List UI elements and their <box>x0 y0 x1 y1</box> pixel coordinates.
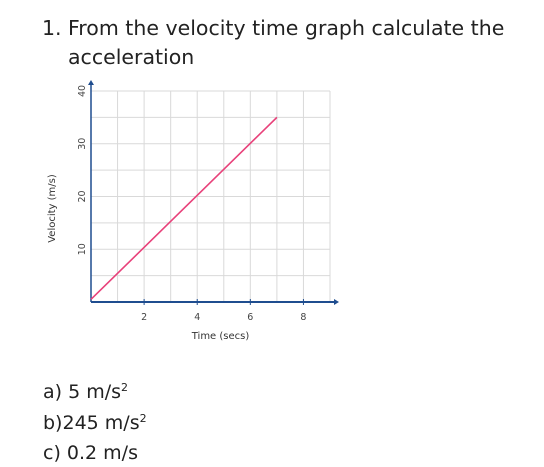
answer-label-c: c) <box>43 442 61 464</box>
answer-sup-b: 2 <box>139 411 147 425</box>
chart-ticks: 2 4 6 8 10 20 30 40 <box>77 85 306 323</box>
x-tick-label: 2 <box>141 312 147 323</box>
series-line <box>90 116 278 300</box>
question-text-line-2: acceleration <box>68 45 195 69</box>
x-axis-arrow <box>334 299 339 305</box>
x-tick-label: 4 <box>194 312 200 323</box>
answer-text-c: 0.2 m/s <box>66 442 138 464</box>
answer-option-a[interactable]: a) 5 m/s2 <box>43 375 147 406</box>
chart-grid <box>91 90 331 302</box>
answer-option-c[interactable]: c) 0.2 m/s <box>43 436 147 467</box>
x-tick-label: 6 <box>247 312 253 323</box>
y-tick-label: 20 <box>77 190 88 202</box>
answer-label-a: a) <box>43 381 63 403</box>
y-axis-label: Velocity (m/s) <box>47 174 58 243</box>
answer-label-b: b) <box>43 411 63 434</box>
chart-axes <box>88 80 339 305</box>
y-tick-label: 40 <box>77 85 88 97</box>
x-tick-label: 8 <box>300 312 306 323</box>
x-axis-label: Time (secs) <box>191 331 250 342</box>
question-line-1: 1. From the velocity time graph calculate… <box>42 16 504 40</box>
answer-option-b[interactable]: b)245 m/s2 <box>43 406 147 437</box>
y-tick-label: 30 <box>77 138 88 150</box>
question-number: 1. <box>42 16 62 40</box>
answer-options: a) 5 m/s2 b)245 m/s2 c) 0.2 m/s <box>43 375 147 467</box>
y-axis-arrow <box>88 80 94 85</box>
answer-sup-a: 2 <box>121 381 129 394</box>
answer-text-b: 245 m/s <box>62 411 140 434</box>
y-tick-label: 10 <box>77 243 88 255</box>
chart-series <box>90 116 278 300</box>
question-text-line-1: From the velocity time graph calculate t… <box>68 16 505 40</box>
answer-text-a: 5 m/s <box>68 381 122 403</box>
